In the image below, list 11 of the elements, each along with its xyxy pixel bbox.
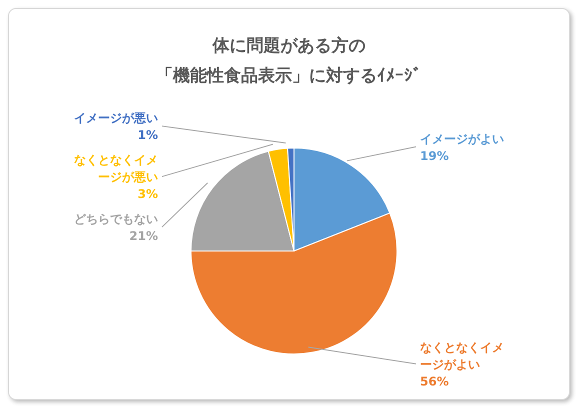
data-label: 21% bbox=[129, 229, 158, 244]
data-label: 3% bbox=[138, 187, 158, 202]
slice-label: どちらでもない bbox=[74, 212, 158, 226]
data-label: 56% bbox=[420, 374, 449, 388]
slice-label: なくとなくイメージがよい bbox=[420, 340, 504, 372]
slice-label: なくとなくイメージが悪い bbox=[74, 153, 158, 184]
slice-label: イメージが悪い bbox=[74, 111, 158, 126]
data-label: 1% bbox=[138, 128, 158, 142]
data-label: 19% bbox=[420, 148, 449, 163]
chart-title: 体に問題がある方の「機能性食品表示」に対するｲﾒｰｼﾞ bbox=[155, 35, 423, 88]
slice-label: イメージがよい bbox=[420, 132, 504, 146]
